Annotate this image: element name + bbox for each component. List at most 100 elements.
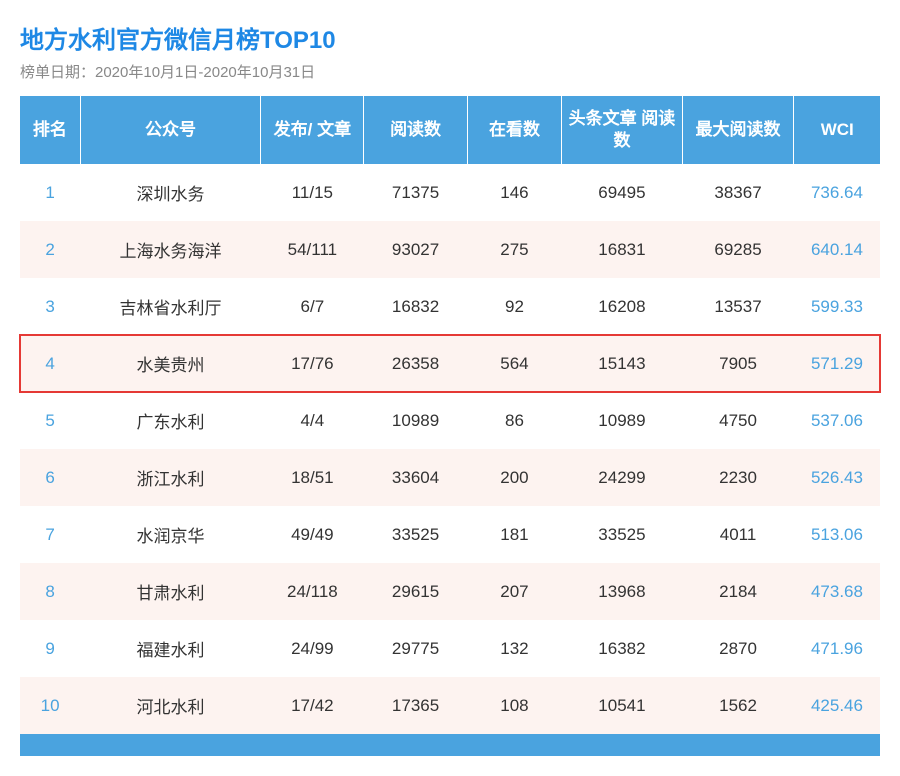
- cell-account: 深圳水务: [80, 164, 261, 221]
- cell-rank: 2: [20, 221, 80, 278]
- cell-headline: 16382: [562, 620, 682, 677]
- table-row: 3吉林省水利厅6/716832921620813537599.33: [20, 278, 880, 335]
- cell-publish: 24/118: [261, 563, 364, 620]
- cell-reads: 33525: [364, 506, 467, 563]
- cell-publish: 18/51: [261, 449, 364, 506]
- cell-publish: 11/15: [261, 164, 364, 221]
- table-row: 8甘肃水利24/11829615207139682184473.68: [20, 563, 880, 620]
- col-header-reads: 阅读数: [364, 96, 467, 164]
- cell-looks: 92: [467, 278, 562, 335]
- cell-wci: 471.96: [794, 620, 880, 677]
- table-row: 2上海水务海洋54/111930272751683169285640.14: [20, 221, 880, 278]
- col-header-rank: 排名: [20, 96, 80, 164]
- table-row: 4水美贵州17/7626358564151437905571.29: [20, 335, 880, 392]
- cell-reads: 71375: [364, 164, 467, 221]
- col-header-publish: 发布/ 文章: [261, 96, 364, 164]
- ranking-table: 排名 公众号 发布/ 文章 阅读数 在看数 头条文章 阅读数 最大阅读数 WCI…: [20, 96, 880, 734]
- cell-looks: 86: [467, 392, 562, 449]
- cell-account: 甘肃水利: [80, 563, 261, 620]
- cell-looks: 275: [467, 221, 562, 278]
- cell-reads: 26358: [364, 335, 467, 392]
- cell-reads: 29775: [364, 620, 467, 677]
- cell-looks: 207: [467, 563, 562, 620]
- cell-looks: 132: [467, 620, 562, 677]
- cell-reads: 16832: [364, 278, 467, 335]
- cell-maxread: 7905: [682, 335, 794, 392]
- table-row: 6浙江水利18/5133604200242992230526.43: [20, 449, 880, 506]
- cell-rank: 10: [20, 677, 80, 734]
- col-header-account: 公众号: [80, 96, 261, 164]
- cell-wci: 571.29: [794, 335, 880, 392]
- cell-rank: 5: [20, 392, 80, 449]
- cell-publish: 17/42: [261, 677, 364, 734]
- cell-headline: 16831: [562, 221, 682, 278]
- cell-looks: 200: [467, 449, 562, 506]
- cell-account: 水美贵州: [80, 335, 261, 392]
- cell-rank: 1: [20, 164, 80, 221]
- cell-headline: 33525: [562, 506, 682, 563]
- table-row: 10河北水利17/4217365108105411562425.46: [20, 677, 880, 734]
- table-header-row: 排名 公众号 发布/ 文章 阅读数 在看数 头条文章 阅读数 最大阅读数 WCI: [20, 96, 880, 164]
- table-row: 1深圳水务11/15713751466949538367736.64: [20, 164, 880, 221]
- cell-maxread: 69285: [682, 221, 794, 278]
- cell-looks: 181: [467, 506, 562, 563]
- cell-looks: 564: [467, 335, 562, 392]
- cell-headline: 16208: [562, 278, 682, 335]
- cell-rank: 4: [20, 335, 80, 392]
- cell-account: 福建水利: [80, 620, 261, 677]
- cell-rank: 3: [20, 278, 80, 335]
- col-header-looks: 在看数: [467, 96, 562, 164]
- cell-reads: 93027: [364, 221, 467, 278]
- cell-publish: 6/7: [261, 278, 364, 335]
- cell-publish: 49/49: [261, 506, 364, 563]
- cell-publish: 17/76: [261, 335, 364, 392]
- cell-wci: 736.64: [794, 164, 880, 221]
- cell-rank: 9: [20, 620, 80, 677]
- cell-rank: 7: [20, 506, 80, 563]
- table-row: 7水润京华49/4933525181335254011513.06: [20, 506, 880, 563]
- col-header-maxread: 最大阅读数: [682, 96, 794, 164]
- cell-headline: 13968: [562, 563, 682, 620]
- cell-wci: 599.33: [794, 278, 880, 335]
- cell-publish: 4/4: [261, 392, 364, 449]
- cell-reads: 10989: [364, 392, 467, 449]
- cell-rank: 8: [20, 563, 80, 620]
- cell-reads: 29615: [364, 563, 467, 620]
- col-header-wci: WCI: [794, 96, 880, 164]
- cell-maxread: 4011: [682, 506, 794, 563]
- cell-wci: 513.06: [794, 506, 880, 563]
- cell-maxread: 2870: [682, 620, 794, 677]
- table-row: 9福建水利24/9929775132163822870471.96: [20, 620, 880, 677]
- table-row: 5广东水利4/41098986109894750537.06: [20, 392, 880, 449]
- cell-account: 吉林省水利厅: [80, 278, 261, 335]
- page-title: 地方水利官方微信月榜TOP10: [20, 20, 880, 55]
- cell-headline: 15143: [562, 335, 682, 392]
- cell-reads: 17365: [364, 677, 467, 734]
- cell-looks: 146: [467, 164, 562, 221]
- date-range: 榜单日期：2020年10月1日-2020年10月31日: [20, 61, 880, 82]
- cell-maxread: 38367: [682, 164, 794, 221]
- cell-headline: 24299: [562, 449, 682, 506]
- cell-wci: 473.68: [794, 563, 880, 620]
- cell-account: 水润京华: [80, 506, 261, 563]
- cell-maxread: 2184: [682, 563, 794, 620]
- cell-wci: 537.06: [794, 392, 880, 449]
- cell-maxread: 13537: [682, 278, 794, 335]
- cell-account: 上海水务海洋: [80, 221, 261, 278]
- cell-maxread: 2230: [682, 449, 794, 506]
- table-footer-bar: [20, 734, 880, 756]
- cell-headline: 10541: [562, 677, 682, 734]
- cell-looks: 108: [467, 677, 562, 734]
- cell-maxread: 4750: [682, 392, 794, 449]
- cell-account: 浙江水利: [80, 449, 261, 506]
- cell-wci: 526.43: [794, 449, 880, 506]
- cell-headline: 10989: [562, 392, 682, 449]
- cell-account: 广东水利: [80, 392, 261, 449]
- cell-maxread: 1562: [682, 677, 794, 734]
- cell-reads: 33604: [364, 449, 467, 506]
- cell-publish: 54/111: [261, 221, 364, 278]
- cell-wci: 425.46: [794, 677, 880, 734]
- cell-publish: 24/99: [261, 620, 364, 677]
- cell-headline: 69495: [562, 164, 682, 221]
- table-body: 1深圳水务11/15713751466949538367736.642上海水务海…: [20, 164, 880, 734]
